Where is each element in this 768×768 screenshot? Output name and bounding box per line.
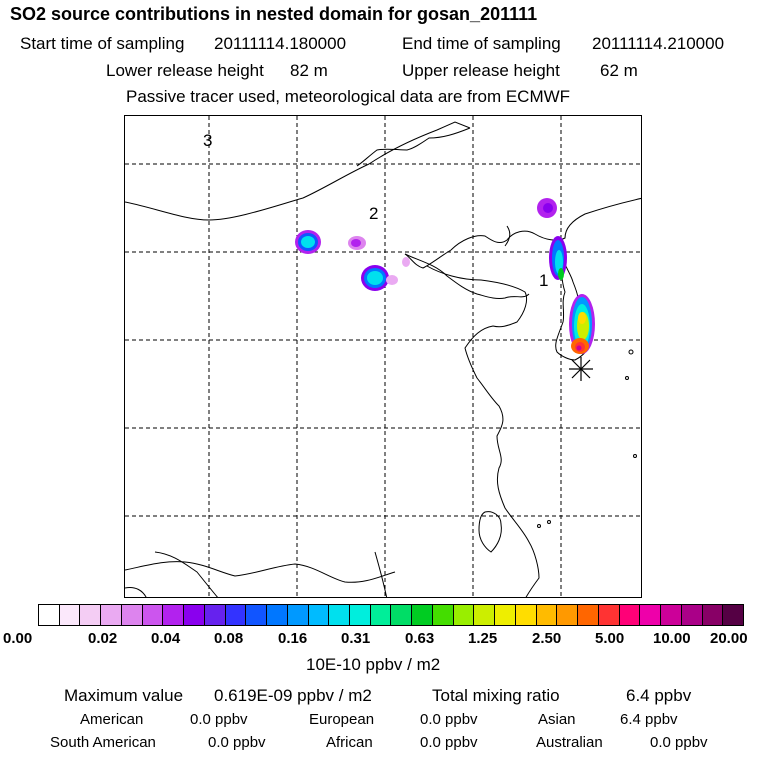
color-swatch	[184, 605, 205, 625]
plume-west-upper	[295, 230, 321, 254]
color-swatch	[246, 605, 268, 625]
gridlines	[125, 116, 641, 597]
color-swatch	[225, 605, 247, 625]
color-swatch	[723, 605, 743, 625]
plume-coastal	[549, 236, 567, 280]
plume-west-middle	[348, 236, 366, 250]
upper-height-label: Upper release height	[402, 61, 560, 80]
max-value-label: Maximum value	[64, 686, 184, 705]
color-swatch	[370, 605, 392, 625]
color-tick: 5.00	[595, 630, 625, 647]
color-swatch	[495, 605, 516, 625]
total-mixing-label: Total mixing ratio	[432, 686, 560, 705]
color-tick: 0.08	[214, 630, 244, 647]
color-swatch	[80, 605, 102, 625]
lower-height-value: 82 m	[290, 61, 328, 80]
data-note: Passive tracer used, meteorological data…	[126, 87, 571, 106]
region-value: 0.0 ppbv	[208, 734, 266, 751]
upper-height-value: 62 m	[600, 61, 638, 80]
region-name: European	[309, 711, 375, 728]
color-swatch	[536, 605, 558, 625]
region-value: 0.0 ppbv	[420, 711, 478, 728]
color-tick: 0.02	[88, 630, 118, 647]
color-swatch	[308, 605, 330, 625]
end-time-label: End time of sampling	[402, 34, 561, 53]
start-time-label: Start time of sampling	[20, 34, 185, 53]
color-swatch	[39, 605, 60, 625]
color-swatch	[412, 605, 433, 625]
color-swatch	[350, 605, 371, 625]
plume-northeast	[537, 198, 557, 218]
source-label-2: 2	[369, 204, 379, 223]
max-value: 0.619E-09 ppbv / m2	[214, 686, 372, 705]
region-name: Asian	[538, 711, 576, 728]
color-swatch	[702, 605, 724, 625]
color-swatch	[681, 605, 703, 625]
map-canvas	[125, 116, 641, 597]
region-value: 6.4 ppbv	[620, 711, 678, 728]
source-label-3: 3	[203, 131, 213, 150]
color-swatch	[598, 605, 620, 625]
page-title: SO2 source contributions in nested domai…	[10, 4, 538, 24]
color-scale-bar	[38, 604, 744, 626]
lower-height-label: Lower release height	[106, 61, 264, 80]
color-swatch	[59, 605, 81, 625]
region-value: 0.0 ppbv	[190, 711, 248, 728]
color-tick: 10.00	[653, 630, 691, 647]
color-swatch	[204, 605, 226, 625]
plume-peninsula	[569, 294, 595, 354]
color-tick: 20.00	[710, 630, 748, 647]
region-value: 0.0 ppbv	[650, 734, 708, 751]
color-swatch	[121, 605, 143, 625]
plume-west-lower	[361, 257, 410, 291]
region-name: American	[80, 711, 144, 728]
color-tick: 0.00	[3, 630, 33, 647]
color-swatch	[142, 605, 164, 625]
total-mixing-value: 6.4 ppbv	[626, 686, 692, 705]
end-time-value: 20111114.210000	[592, 34, 725, 53]
color-scale-unit: 10E-10 ppbv / m2	[306, 655, 441, 674]
color-swatch	[391, 605, 413, 625]
color-tick: 2.50	[532, 630, 562, 647]
color-swatch	[432, 605, 454, 625]
color-tick: 0.16	[278, 630, 308, 647]
color-swatch	[163, 605, 185, 625]
color-swatch	[557, 605, 579, 625]
coastlines	[125, 121, 641, 597]
map-panel: 1 2 3	[124, 115, 642, 598]
region-name: Australian	[536, 734, 603, 751]
color-swatch	[287, 605, 309, 625]
color-swatch	[619, 605, 641, 625]
region-value: 0.0 ppbv	[420, 734, 478, 751]
color-swatch	[474, 605, 496, 625]
color-swatch	[578, 605, 599, 625]
color-swatch	[640, 605, 662, 625]
region-name: African	[326, 734, 373, 751]
concentration-plumes	[295, 198, 595, 354]
source-label-1: 1	[539, 271, 549, 290]
color-swatch	[661, 605, 682, 625]
color-swatch	[267, 605, 288, 625]
color-tick: 0.63	[405, 630, 435, 647]
color-swatch	[329, 605, 351, 625]
start-time-value: 20111114.180000	[214, 34, 347, 53]
color-swatch	[453, 605, 475, 625]
color-tick: 1.25	[468, 630, 498, 647]
receptor-marker-icon	[569, 357, 593, 381]
color-swatch	[101, 605, 122, 625]
region-name: South American	[50, 734, 156, 751]
color-swatch	[515, 605, 537, 625]
color-tick: 0.31	[341, 630, 371, 647]
color-tick: 0.04	[151, 630, 181, 647]
